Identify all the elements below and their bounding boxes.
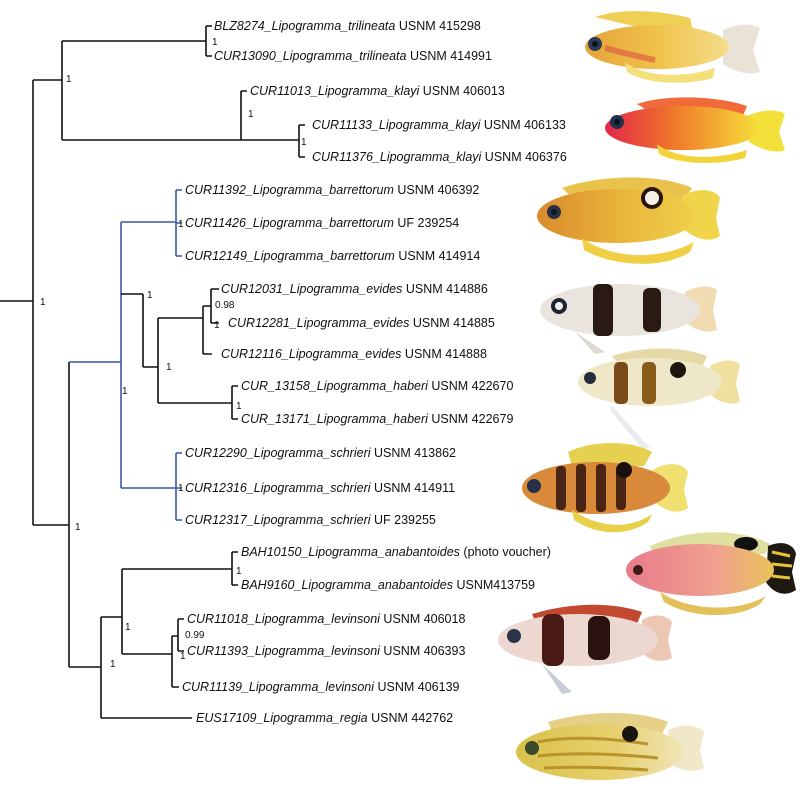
tip-label: CUR12316_Lipogramma_schrieri USNM 414911 bbox=[185, 481, 455, 495]
support-anabantoides: 1 bbox=[236, 566, 242, 577]
tip-label: CUR11376_Lipogramma_klayi USNM 406376 bbox=[312, 150, 567, 164]
barrettorum-fish bbox=[537, 177, 720, 264]
tip-label: CUR11426_Lipogramma_barrettorum UF 23925… bbox=[185, 216, 459, 230]
support-lower-group: 1 bbox=[110, 659, 116, 670]
support-schrieri: 1 bbox=[178, 483, 184, 494]
tip-label: EUS17109_Lipogramma_regia USNM 442762 bbox=[196, 711, 453, 725]
schrieri-fish bbox=[522, 443, 688, 533]
tip-label: BAH10150_Lipogramma_anabantoides (photo … bbox=[241, 545, 551, 559]
tip-label: CUR12149_Lipogramma_barrettorum USNM 414… bbox=[185, 249, 480, 263]
support-levinsoni-pair: 0.99 bbox=[185, 630, 205, 641]
branch-top-group bbox=[33, 41, 63, 140]
support-top-group: 1 bbox=[66, 74, 72, 85]
branch-trilineata bbox=[62, 25, 212, 57]
tip-label: CUR11018_Lipogramma_levinsoni USNM 40601… bbox=[187, 612, 465, 626]
tip-label: CUR_13171_Lipogramma_haberi USNM 422679 bbox=[241, 412, 513, 426]
tip-label: CUR11133_Lipogramma_klayi USNM 406133 bbox=[312, 118, 566, 132]
tip-label: CUR11392_Lipogramma_barrettorum USNM 406… bbox=[185, 183, 479, 197]
support-klayi: 1 bbox=[248, 109, 254, 120]
support-eb-group: 1 bbox=[147, 290, 153, 301]
support-trilineata: 1 bbox=[212, 37, 218, 48]
support-evides-in: 1 bbox=[214, 320, 220, 331]
support-ana-lev: 1 bbox=[125, 622, 131, 633]
branch-mid-group bbox=[33, 362, 70, 667]
branch-barrettorum bbox=[121, 189, 182, 257]
haberi-fish bbox=[578, 348, 740, 448]
branch-eb-group bbox=[121, 293, 144, 367]
branch-klayi bbox=[62, 90, 305, 158]
klayi-fish bbox=[605, 97, 785, 163]
branch-lower-group bbox=[69, 617, 102, 718]
support-blue-clade: 1 bbox=[122, 386, 128, 397]
branch-levinsoni bbox=[122, 618, 184, 688]
branch-haberi bbox=[158, 385, 238, 420]
branch-schrieri bbox=[121, 452, 182, 521]
tip-label: CUR12281_Lipogramma_evides USNM 414885 bbox=[228, 316, 495, 330]
levinsoni-fish bbox=[498, 604, 672, 694]
support-evides-haberi: 1 bbox=[166, 362, 172, 373]
support-values: 1 1 1 1 1 1 1 0.98 1 1 1 1 1 1 1 1 0.99 … bbox=[40, 37, 307, 670]
tip-label: CUR11393_Lipogramma_levinsoni USNM 40639… bbox=[187, 644, 465, 658]
tip-label: BLZ8274_Lipogramma_trilineata USNM 41529… bbox=[214, 19, 481, 33]
tip-label: CUR12317_Lipogramma_schrieri UF 239255 bbox=[185, 513, 436, 527]
tip-labels: BLZ8274_Lipogramma_trilineata USNM 41529… bbox=[182, 19, 567, 725]
tip-label: CUR12031_Lipogramma_evides USNM 414886 bbox=[221, 282, 488, 296]
support-levinsoni-in: 1 bbox=[180, 651, 186, 662]
tip-label: CUR13090_Lipogramma_trilineata USNM 4149… bbox=[214, 49, 492, 63]
tree-branches bbox=[0, 25, 305, 719]
tip-label: BAH9160_Lipogramma_anabantoides USNM4137… bbox=[241, 578, 535, 592]
branch-evides bbox=[158, 288, 219, 355]
tip-label: CUR11013_Lipogramma_klayi USNM 406013 bbox=[250, 84, 505, 98]
branch-anabantoides bbox=[122, 551, 238, 586]
tip-label: CUR11139_Lipogramma_levinsoni USNM 40613… bbox=[182, 680, 460, 694]
anabantoides-fish bbox=[626, 532, 796, 616]
tip-label: CUR_13158_Lipogramma_haberi USNM 422670 bbox=[241, 379, 513, 393]
tip-label: CUR12290_Lipogramma_schrieri USNM 413862 bbox=[185, 446, 456, 460]
support-klayi-pair: 1 bbox=[301, 137, 307, 148]
regia-fish bbox=[516, 713, 704, 780]
branch-evides-haberi bbox=[143, 318, 159, 403]
support-barrettorum: 1 bbox=[178, 219, 184, 230]
support-evides-pair: 0.98 bbox=[215, 300, 235, 311]
tip-label: CUR12116_Lipogramma_evides USNM 414888 bbox=[221, 347, 487, 361]
trilineata-fish bbox=[585, 11, 760, 83]
branch-ana-lev bbox=[101, 569, 123, 654]
support-mid-group: 1 bbox=[75, 522, 81, 533]
evides-fish bbox=[540, 284, 717, 354]
branch-blue-clade bbox=[69, 222, 122, 488]
support-haberi: 1 bbox=[236, 401, 242, 412]
support-root: 1 bbox=[40, 297, 46, 308]
